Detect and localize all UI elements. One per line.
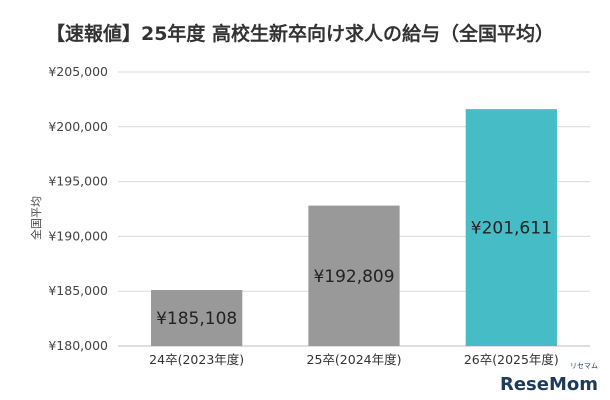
x-axis-categories: 24卒(2023年度) 25卒(2024年度) 26卒(2025年度)	[149, 352, 559, 367]
bar-value-label: ¥192,809	[313, 267, 394, 287]
y-tick-label: ¥180,000	[48, 338, 108, 353]
chart-title: 【速報値】25年度 高校生新卒向け求人の給与（全国平均）	[46, 22, 554, 45]
y-tick-label: ¥185,000	[48, 283, 108, 298]
bar-value-label: ¥185,108	[156, 309, 237, 329]
y-axis-ticks: ¥180,000 ¥185,000 ¥190,000 ¥195,000 ¥200,000…	[48, 64, 108, 353]
y-tick-label: ¥200,000	[48, 119, 108, 134]
y-axis-label: 全国平均	[29, 196, 43, 240]
y-tick-label: ¥195,000	[48, 174, 108, 189]
x-category-label: 26卒(2025年度)	[464, 352, 559, 367]
y-tick-label: ¥190,000	[48, 228, 108, 243]
y-tick-label: ¥205,000	[48, 64, 108, 79]
watermark-logo: ReseMom リセマム	[500, 362, 598, 395]
x-category-label: 25卒(2024年度)	[307, 352, 402, 367]
x-category-label: 24卒(2023年度)	[149, 352, 244, 367]
bar-2	[308, 205, 400, 346]
bar-3	[465, 109, 557, 347]
bar-value-label: ¥201,611	[471, 219, 552, 239]
bar-1	[151, 290, 243, 346]
data-labels: ¥185,108 ¥192,809 ¥201,611	[156, 219, 552, 329]
watermark-text: ReseMom	[500, 374, 598, 395]
watermark-subtext: リセマム	[570, 362, 598, 370]
bars	[151, 109, 557, 347]
